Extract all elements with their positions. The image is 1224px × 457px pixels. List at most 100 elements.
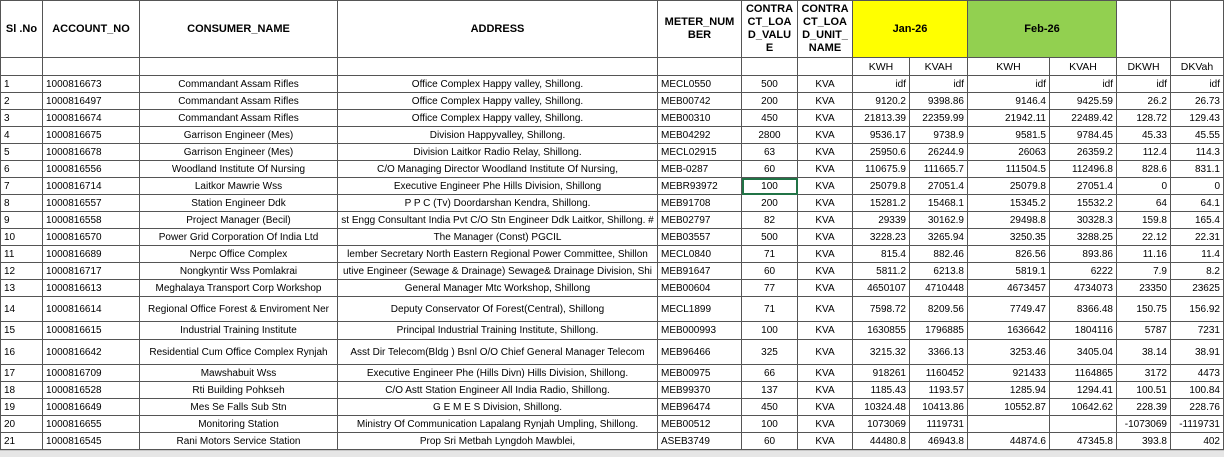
table-cell[interactable]: 46943.8 — [910, 433, 968, 450]
table-cell[interactable]: 1630855 — [853, 322, 910, 340]
table-cell[interactable]: 23350 — [1117, 280, 1171, 297]
table-cell[interactable]: idf — [1117, 76, 1171, 93]
table-cell[interactable]: 3366.13 — [910, 340, 968, 365]
table-cell[interactable]: 25079.8 — [853, 178, 910, 195]
scrollbar[interactable] — [0, 450, 1224, 457]
table-cell[interactable]: Division Laitkor Radio Relay, Shillong. — [338, 144, 658, 161]
table-cell[interactable]: Woodland Institute Of Nursing — [140, 161, 338, 178]
table-cell[interactable] — [1050, 416, 1117, 433]
table-cell[interactable]: 60 — [742, 161, 798, 178]
table-cell[interactable]: Power Grid Corporation Of India Ltd — [140, 229, 338, 246]
table-cell[interactable]: 30328.3 — [1050, 212, 1117, 229]
table-cell[interactable]: KVA — [798, 246, 853, 263]
table-cell[interactable]: idf — [1171, 76, 1224, 93]
table-cell[interactable]: 22359.99 — [910, 110, 968, 127]
table-cell[interactable]: 4734073 — [1050, 280, 1117, 297]
table-cell[interactable]: 1000816528 — [43, 382, 140, 399]
table-cell[interactable]: 66 — [742, 365, 798, 382]
table-cell[interactable]: 3 — [0, 110, 43, 127]
table-cell[interactable]: MEB00604 — [658, 280, 742, 297]
table-cell[interactable]: 1294.41 — [1050, 382, 1117, 399]
table-cell[interactable]: 63 — [742, 144, 798, 161]
table-cell[interactable]: 1000816545 — [43, 433, 140, 450]
table-cell[interactable]: 9 — [0, 212, 43, 229]
table-cell[interactable]: 100.84 — [1171, 382, 1224, 399]
table-cell[interactable]: 5787 — [1117, 322, 1171, 340]
table-cell[interactable]: 100 — [742, 416, 798, 433]
table-cell[interactable]: st Engg Consultant India Pvt C/O Stn Eng… — [338, 212, 658, 229]
table-cell[interactable]: Asst Dir Telecom(Bldg ) Bsnl O/O Chief G… — [338, 340, 658, 365]
table-cell[interactable]: 29498.8 — [968, 212, 1050, 229]
table-cell[interactable]: 325 — [742, 340, 798, 365]
table-cell[interactable]: 1000816673 — [43, 76, 140, 93]
table-cell[interactable]: 25079.8 — [968, 178, 1050, 195]
table-cell[interactable]: 1160452 — [910, 365, 968, 382]
table-cell[interactable]: MEB000993 — [658, 322, 742, 340]
table-cell[interactable]: idf — [853, 76, 910, 93]
table-cell[interactable]: 25950.6 — [853, 144, 910, 161]
table-cell[interactable]: MEB00742 — [658, 93, 742, 110]
table-cell[interactable]: 3405.04 — [1050, 340, 1117, 365]
table-cell[interactable]: 9398.86 — [910, 93, 968, 110]
table-cell[interactable]: MEB96474 — [658, 399, 742, 416]
table-cell[interactable]: 882.46 — [910, 246, 968, 263]
table-cell[interactable]: 7598.72 — [853, 297, 910, 322]
table-cell[interactable]: MECL1899 — [658, 297, 742, 322]
table-cell[interactable]: 19 — [0, 399, 43, 416]
table-cell[interactable]: 6 — [0, 161, 43, 178]
table-cell[interactable]: Nerpc Office Complex — [140, 246, 338, 263]
table-cell[interactable]: 831.1 — [1171, 161, 1224, 178]
table-cell[interactable]: 13 — [0, 280, 43, 297]
table-cell[interactable]: 6213.8 — [910, 263, 968, 280]
table-cell[interactable]: 15 — [0, 322, 43, 340]
table-cell[interactable]: 112.4 — [1117, 144, 1171, 161]
table-cell[interactable]: 10552.87 — [968, 399, 1050, 416]
table-cell[interactable]: 1000816558 — [43, 212, 140, 229]
table-cell[interactable]: 26063 — [968, 144, 1050, 161]
table-cell[interactable]: 44480.8 — [853, 433, 910, 450]
table-cell[interactable]: MEB02797 — [658, 212, 742, 229]
table-cell[interactable]: 1000816557 — [43, 195, 140, 212]
table-cell[interactable]: 4673457 — [968, 280, 1050, 297]
table-cell[interactable]: KVA — [798, 382, 853, 399]
table-cell[interactable]: 9425.59 — [1050, 93, 1117, 110]
table-cell[interactable]: Monitoring Station — [140, 416, 338, 433]
table-cell[interactable]: 129.43 — [1171, 110, 1224, 127]
table-cell[interactable]: 128.72 — [1117, 110, 1171, 127]
table-cell[interactable]: MEB91708 — [658, 195, 742, 212]
table-cell[interactable]: 4 — [0, 127, 43, 144]
table-cell[interactable]: KVA — [798, 365, 853, 382]
table-cell[interactable]: 26359.2 — [1050, 144, 1117, 161]
table-cell[interactable]: 15532.2 — [1050, 195, 1117, 212]
table-cell[interactable]: 2800 — [742, 127, 798, 144]
table-cell[interactable]: Office Complex Happy valley, Shillong. — [338, 76, 658, 93]
table-cell[interactable]: KVA — [798, 178, 853, 195]
table-cell[interactable]: idf — [910, 76, 968, 93]
table-cell[interactable]: 137 — [742, 382, 798, 399]
table-cell[interactable]: KVA — [798, 127, 853, 144]
table-cell[interactable]: 21 — [0, 433, 43, 450]
table-cell[interactable]: 1636642 — [968, 322, 1050, 340]
table-cell[interactable]: 20 — [0, 416, 43, 433]
table-cell[interactable]: Executive Engineer Phe (Hills Divn) Hill… — [338, 365, 658, 382]
table-cell[interactable]: Meghalaya Transport Corp Workshop — [140, 280, 338, 297]
table-cell[interactable]: 893.86 — [1050, 246, 1117, 263]
table-cell[interactable]: 7749.47 — [968, 297, 1050, 322]
table-cell[interactable]: MEB91647 — [658, 263, 742, 280]
table-cell[interactable]: 77 — [742, 280, 798, 297]
table-cell[interactable]: 1073069 — [853, 416, 910, 433]
table-cell[interactable]: Office Complex Happy valley, Shillong. — [338, 110, 658, 127]
table-cell[interactable]: MECL0550 — [658, 76, 742, 93]
table-cell[interactable]: 1193.57 — [910, 382, 968, 399]
table-cell[interactable]: 3250.35 — [968, 229, 1050, 246]
table-cell[interactable]: 3265.94 — [910, 229, 968, 246]
table-cell[interactable]: 9581.5 — [968, 127, 1050, 144]
table-cell[interactable]: 1000816615 — [43, 322, 140, 340]
table-cell[interactable]: Principal Industrial Training Institute,… — [338, 322, 658, 340]
table-cell[interactable]: 1000816642 — [43, 340, 140, 365]
table-cell[interactable]: 1000816497 — [43, 93, 140, 110]
table-cell[interactable]: KVA — [798, 433, 853, 450]
table-cell[interactable]: KVA — [798, 144, 853, 161]
table-cell[interactable]: 15281.2 — [853, 195, 910, 212]
table-cell[interactable]: 15468.1 — [910, 195, 968, 212]
